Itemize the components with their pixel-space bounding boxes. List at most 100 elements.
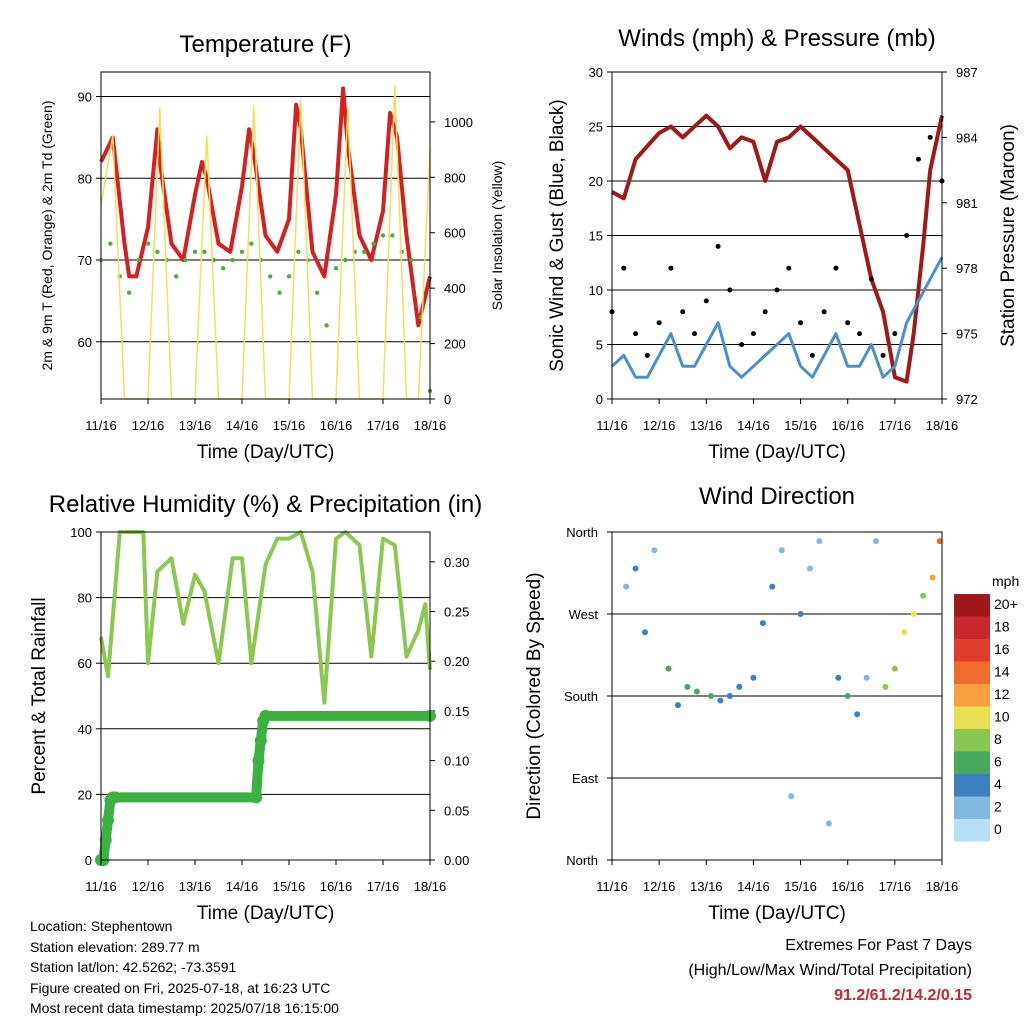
colorbar-label: 8 [994,731,1002,747]
y-tick-label: West [569,607,599,622]
x-tick-label: 15/16 [273,879,306,894]
y-tick-label: 90 [78,90,92,105]
dewpoint-point [127,290,132,295]
dewpoint-point [183,257,188,263]
x-tick-label: 14/16 [737,879,770,894]
gust-point [656,320,662,326]
dewpoint-point [343,257,348,263]
colorbar-label: 2 [994,799,1002,815]
y-tick-label: 80 [78,591,92,606]
gust-point [680,309,686,315]
y-tick-label: 80 [78,171,92,186]
chart-panel-2: Winds (mph) & Pressure (mb) 0 5 10 15 20 25 30 9… [547,25,1019,463]
y-tick-label: 25 [589,120,603,135]
x-axis-label: Time (Day/UTC) [708,442,846,463]
y2-tick-label: 981 [956,196,978,211]
colorbar-label: 0 [994,821,1002,837]
x-tick-label: 17/16 [879,879,912,894]
direction-point [651,547,658,554]
y2-tick-label: 0.05 [444,803,469,818]
direction-point [910,611,917,617]
gust-point [927,134,933,140]
direction-point [750,674,757,681]
recent-data-text: Most recent data timestamp: 2025/07/18 1… [30,1000,339,1016]
direction-point [736,683,743,690]
x-tick-label: 11/16 [596,879,628,894]
precip-point [109,791,122,804]
direction-point [873,538,879,545]
y2-tick-label: 984 [956,130,978,145]
extremes-block: Extremes For Past 7 Days (High/Low/Max W… [688,933,972,1008]
y-tick-label: 0 [596,392,603,407]
gust-point [633,331,639,337]
colorbar-swatch [954,616,990,639]
x-tick-label: 13/16 [179,418,212,433]
colorbar-label: 18 [994,619,1010,635]
y-tick-label: North [566,853,598,868]
colorbar-swatch [954,684,990,707]
y2-tick-label: 0.10 [444,754,469,769]
gust-point [774,287,780,293]
y-tick-label: 100 [70,525,92,540]
direction-point [807,565,813,572]
y-tick-label: 20 [78,787,92,802]
x-tick-label: 12/16 [132,879,165,894]
precip-point [254,734,267,747]
chart-panel-3: Relative Humidity (%) & Precipitation (i… [29,491,482,924]
direction-point [891,665,898,672]
y-axis-label: 2m & 9m T (Red, Orange) & 2m Td (Green) [39,101,55,371]
extremes-subtitle: (High/Low/Max Wind/Total Precipitation) [688,962,972,979]
x-tick-label: 18/16 [926,418,959,433]
plot-frame [100,531,431,861]
y-tick-label: North [566,525,598,540]
series-line-rh [99,530,432,705]
x-axis-label: Time (Day/UTC) [197,903,335,924]
colorbar-swatch [954,751,990,774]
colorbar-label: 16 [994,641,1010,657]
x-tick-label: 11/16 [85,418,117,433]
chart-title: Winds (mph) & Pressure (mb) [618,25,935,52]
dewpoint-point [174,274,179,279]
direction-point [825,820,832,827]
x-tick-label: 12/16 [643,418,676,433]
y-tick-label: 30 [589,65,603,80]
y2-tick-label: 0.30 [444,555,469,570]
x-tick-label: 12/16 [132,418,165,433]
x-tick-label: 17/16 [367,418,400,433]
x-tick-label: 17/16 [879,418,912,433]
dewpoint-point [230,257,235,263]
precip-point [99,834,112,847]
colorbar-swatch [954,729,990,752]
direction-point [642,629,648,636]
direction-point [769,583,776,590]
colorbar-swatch [954,796,990,819]
gust-point [739,342,745,347]
direction-point [675,702,681,709]
direction-point [717,697,724,704]
colorbar-label: 14 [994,664,1010,680]
gust-point [750,331,756,337]
gust-point [880,352,886,358]
x-tick-label: 14/16 [737,418,770,433]
series-line-2m-t [99,86,432,328]
x-tick-label: 13/16 [690,879,723,894]
chart-panel-4: Wind Direction North East South West North mph… [524,483,1019,924]
gust-point [621,265,627,271]
dewpoint-point [221,266,226,271]
y-tick-label: 10 [589,283,603,298]
x-tick-label: 11/16 [596,418,628,433]
colorbar-swatch [954,661,990,684]
direction-point [693,688,700,695]
x-tick-label: 17/16 [367,879,400,894]
y-tick-label: East [572,771,598,786]
dewpoint-point [315,290,320,295]
x-tick-label: 14/16 [226,418,259,433]
y2-tick-label: 800 [444,170,466,185]
colorbar-title: mph [992,573,1019,589]
station-info: Location: Stephentown Station elevation:… [30,916,339,1019]
direction-point [901,629,908,636]
y2-tick-label: 0.25 [444,605,469,620]
y2-tick-label: 975 [956,327,978,342]
x-axis-label: Time (Day/UTC) [708,903,846,924]
direction-point [863,674,870,681]
